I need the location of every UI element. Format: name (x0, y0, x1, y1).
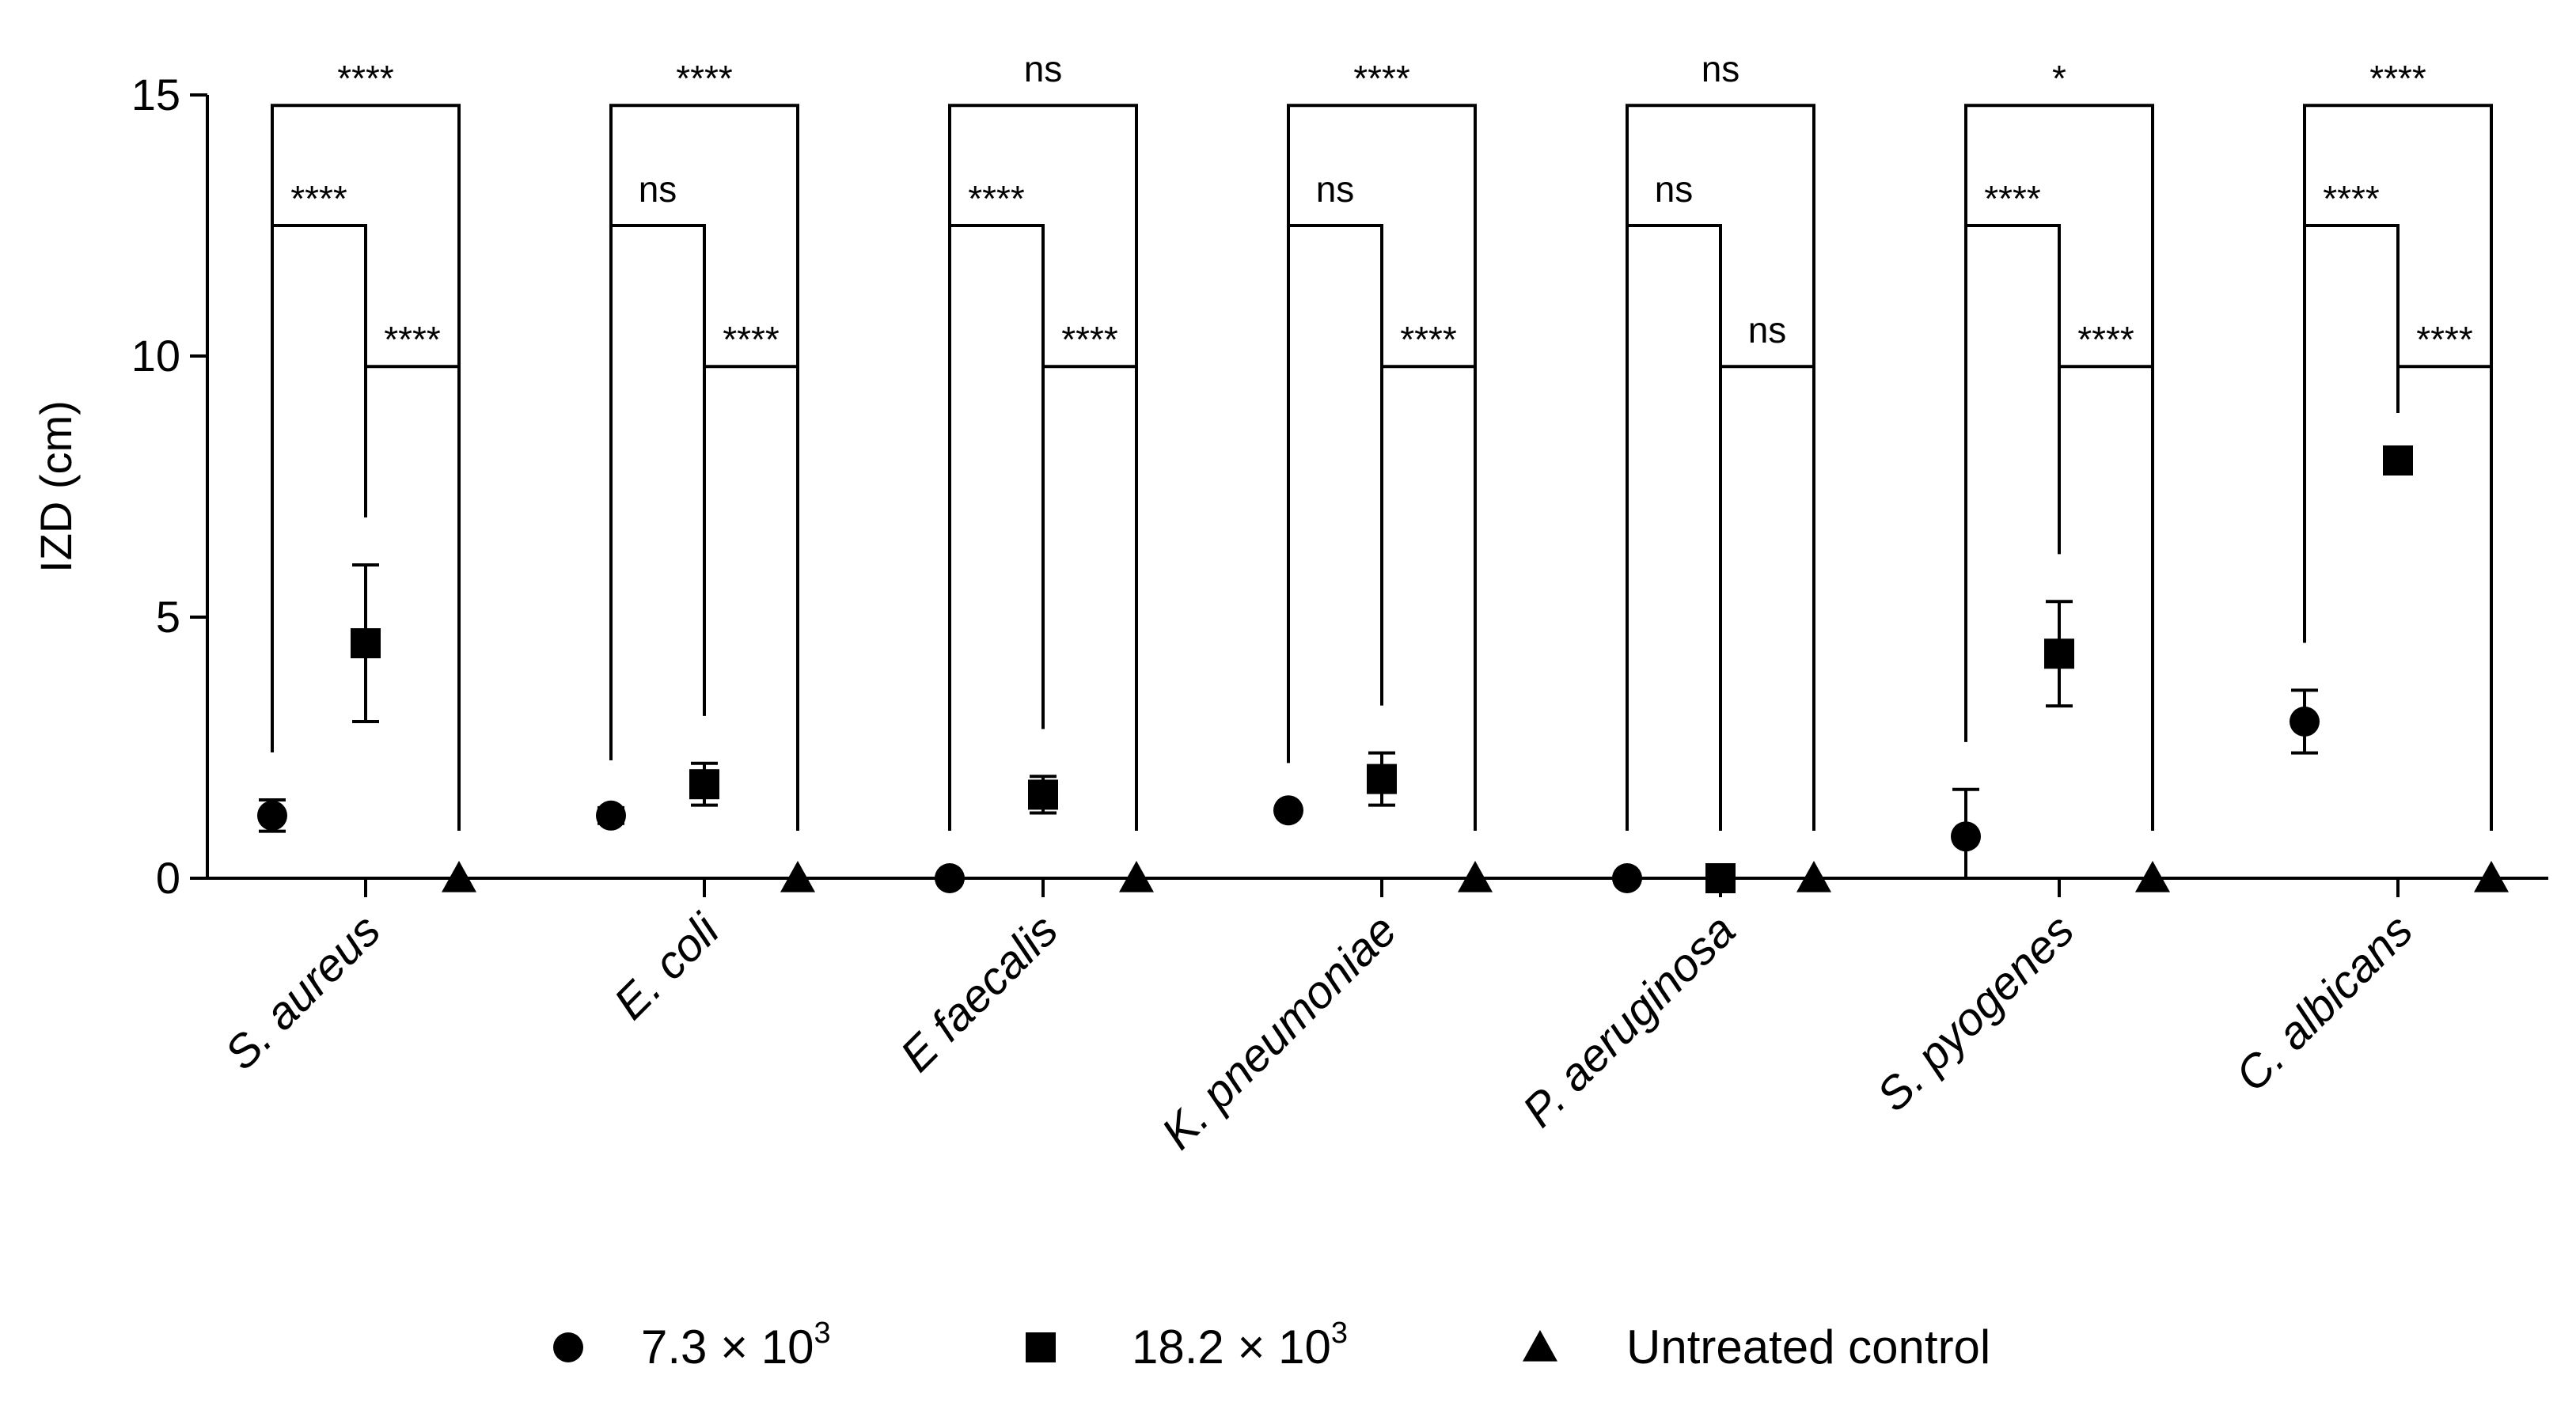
legend-label: 18.2 × 103 (1132, 1317, 1348, 1374)
legend-symbol-circle (553, 1332, 583, 1362)
significance-label: ns (1316, 169, 1355, 210)
significance-label: **** (968, 178, 1025, 219)
significance-brackets: **** **** ns **** ns * ******** ns **** ns ns **** *… (271, 48, 2493, 831)
significance-label: **** (1984, 178, 2041, 219)
data-point-circle (935, 863, 965, 893)
x-tick-label: K. pneumoniae (1151, 904, 1406, 1159)
significance-label: ns (1748, 309, 1787, 350)
data-point-circle (596, 800, 626, 831)
significance-label: **** (2323, 178, 2380, 219)
x-tick-label: S. pyogenes (1867, 904, 2084, 1121)
data-point-square (1705, 863, 1736, 893)
significance-bracket (2396, 365, 2493, 831)
significance-bracket (364, 365, 461, 831)
data-point-square (689, 769, 719, 800)
significance-bracket (609, 224, 706, 760)
significance-bracket (271, 224, 367, 752)
data-point-triangle (1119, 861, 1154, 892)
significance-label: **** (2077, 319, 2134, 360)
significance-label: * (2052, 58, 2066, 99)
significance-label: **** (1353, 58, 1410, 99)
x-tick-label: S. aureus (215, 904, 391, 1080)
data-point-square (1028, 779, 1058, 810)
data-point-triangle (780, 861, 815, 892)
data-point-triangle (2135, 861, 2170, 892)
data-point-circle (2290, 707, 2320, 737)
legend-symbol-triangle (1523, 1330, 1557, 1362)
legend-label: Untreated control (1626, 1321, 1990, 1374)
data-point-square (2383, 445, 2413, 476)
significance-label: ns (639, 169, 677, 210)
significance-label: **** (337, 58, 394, 99)
data-point-triangle (442, 861, 476, 892)
data-marks (257, 445, 2509, 893)
legend-exponent: 3 (814, 1317, 831, 1350)
significance-label: **** (723, 319, 780, 360)
y-tick-label: 10 (131, 331, 180, 381)
legend-label: 7.3 × 103 (641, 1317, 831, 1374)
data-point-triangle (2474, 861, 2509, 892)
legend: 7.3 × 103 18.2 × 103 Untreated control (553, 1317, 1990, 1374)
data-point-square (1367, 764, 1397, 794)
legend-exponent: 3 (1331, 1317, 1348, 1350)
y-tick-label: 5 (156, 592, 180, 642)
significance-label: **** (1061, 319, 1118, 360)
significance-bracket (1287, 224, 1383, 764)
data-point-triangle (1796, 861, 1831, 892)
x-tick-label: C. albicans (2225, 904, 2422, 1101)
significance-bracket (1380, 365, 1477, 831)
significance-bracket (703, 365, 799, 831)
data-point-circle (1273, 795, 1303, 826)
significance-label: **** (2416, 319, 2473, 360)
data-point-square (2044, 638, 2074, 669)
significance-label: **** (290, 178, 347, 219)
significance-label: ns (1702, 48, 1740, 89)
x-tick-label: E faecalis (890, 904, 1068, 1082)
significance-bracket (1626, 224, 1722, 831)
y-tick-label: 0 (156, 853, 180, 903)
x-tick-label: P. aeruginosa (1512, 904, 1745, 1137)
significance-label: **** (2369, 58, 2426, 99)
significance-bracket (1719, 365, 1815, 831)
significance-label: **** (676, 58, 733, 99)
y-tick-label: 15 (131, 70, 180, 119)
y-axis-label: IZD (cm) (31, 400, 81, 573)
data-point-square (351, 628, 381, 658)
data-point-circle (1951, 821, 1981, 852)
significance-bracket (1041, 365, 1138, 831)
significance-label: **** (1400, 319, 1457, 360)
significance-bracket (948, 224, 1045, 831)
significance-label: ns (1024, 48, 1063, 89)
data-point-triangle (1458, 861, 1493, 892)
significance-bracket (2303, 224, 2400, 643)
data-point-circle (257, 800, 287, 831)
legend-symbol-square (1026, 1332, 1056, 1362)
significance-label: ns (1655, 169, 1694, 210)
data-point-circle (1612, 863, 1642, 893)
significance-label: **** (384, 319, 441, 360)
significance-bracket (2058, 365, 2154, 831)
x-tick-label: E. coli (605, 904, 730, 1029)
